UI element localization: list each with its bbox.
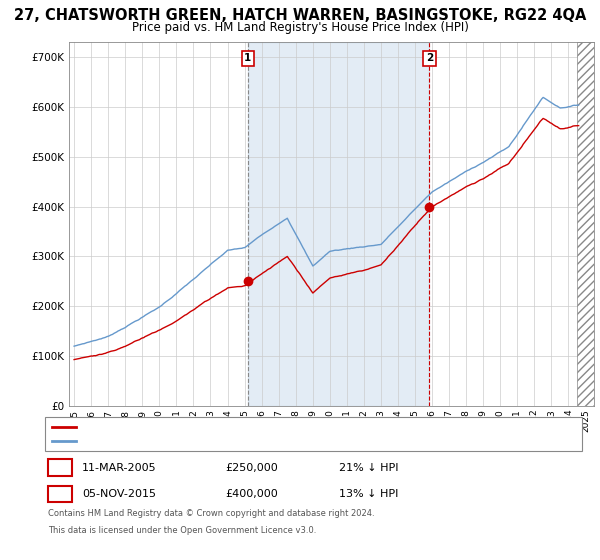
Text: HPI: Average price, detached house, Basingstoke and Deane: HPI: Average price, detached house, Basi… xyxy=(80,437,368,446)
Text: £400,000: £400,000 xyxy=(225,489,278,499)
Text: 11-MAR-2005: 11-MAR-2005 xyxy=(82,463,157,473)
Bar xyxy=(248,42,430,406)
Text: 13% ↓ HPI: 13% ↓ HPI xyxy=(339,489,398,499)
Text: Price paid vs. HM Land Registry's House Price Index (HPI): Price paid vs. HM Land Registry's House … xyxy=(131,21,469,34)
Text: Contains HM Land Registry data © Crown copyright and database right 2024.: Contains HM Land Registry data © Crown c… xyxy=(48,509,374,518)
Text: This data is licensed under the Open Government Licence v3.0.: This data is licensed under the Open Gov… xyxy=(48,526,316,535)
Text: 1: 1 xyxy=(244,53,251,63)
Text: £250,000: £250,000 xyxy=(225,463,278,473)
Text: 21% ↓ HPI: 21% ↓ HPI xyxy=(339,463,398,473)
Text: 2: 2 xyxy=(56,489,64,499)
Text: 27, CHATSWORTH GREEN, HATCH WARREN, BASINGSTOKE, RG22 4QA: 27, CHATSWORTH GREEN, HATCH WARREN, BASI… xyxy=(14,8,586,24)
Bar xyxy=(577,42,600,406)
Bar xyxy=(577,42,600,406)
Text: 1: 1 xyxy=(56,463,64,473)
Text: 27, CHATSWORTH GREEN, HATCH WARREN, BASINGSTOKE, RG22 4QA (detached house: 27, CHATSWORTH GREEN, HATCH WARREN, BASI… xyxy=(80,422,493,431)
Text: 05-NOV-2015: 05-NOV-2015 xyxy=(82,489,156,499)
Text: 2: 2 xyxy=(426,53,433,63)
